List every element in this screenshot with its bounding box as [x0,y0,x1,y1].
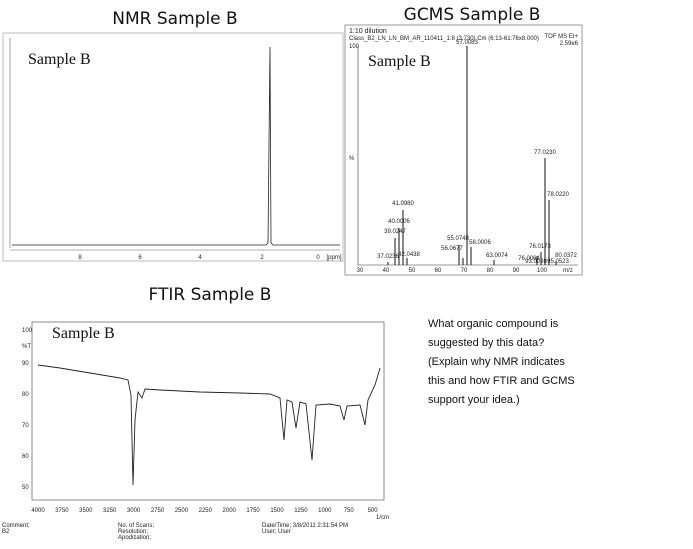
gcms-peak-label: 93.0098 [525,259,547,265]
gcms-x-tick-label: 60 [435,268,442,274]
gcms-peak-label: 76.0064 [518,256,540,262]
nmr-title: NMR Sample B [112,9,237,29]
ftir-x-tick-label: 1000 [318,508,332,514]
ftir-y-tick-label: 50 [22,485,29,491]
gcms-x-tick-label: 30 [357,268,364,274]
ftir-x-tick-label: 2500 [175,508,189,514]
gcms-peak-label: 42.0438 [398,252,420,258]
gcms-peaks [387,46,557,265]
gcms-ylabel: % [349,156,355,162]
ftir-footer: Apodization; [118,535,151,541]
ftir-x-tick-label: 2000 [223,508,237,514]
gcms-peak-label: 58.0006 [469,240,491,246]
gcms-header: 1:10 dilution [349,28,387,35]
ftir-x-tick-label: 1500 [270,508,284,514]
gcms-x-tick-label: 50 [409,268,416,274]
gcms-peak-label: 40.0006 [388,219,410,225]
gcms-title: GCMS Sample B [404,5,541,25]
ftir-footer: B2 [2,529,10,535]
gcms-x-tick-label: m/z [563,268,573,274]
gcms-peak-label: 55.0748 [447,236,469,242]
ftir-footer: User; User [262,529,291,535]
gcms-peak-label: 56.0677 [441,246,463,252]
ftir-x-tick-label: 3250 [103,508,117,514]
gcms-peak-label: 63.0074 [486,253,508,259]
gcms-subheader: Class_B2_LN_LN_BM_AR_110411_1:8 (3.730) … [349,36,539,42]
ftir-frame [31,321,385,501]
ftir-x-tick-label: 500 [368,508,379,514]
ftir-sample: Sample B [52,325,115,342]
ftir-x-tick-label: 3750 [55,508,69,514]
question: What organic compound is suggested by thi… [428,318,575,406]
ftir-footer: Resolution; [118,529,148,535]
ftir-footer: Date/Time; 3/8/2011 2:31:54 PM [262,523,348,529]
question-line: What organic compound is [428,318,559,330]
ftir-x-tick-label: 3500 [79,508,93,514]
nmr-panel [2,32,344,262]
gcms-peak-label: 78.0220 [547,192,569,198]
ftir-y-tick-label: 70 [22,423,29,429]
ftir-x-tick-label: 750 [344,508,355,514]
ftir-x-tick-label: 1250 [294,508,308,514]
gcms-peak-label: 57.0083 [456,40,478,46]
gcms-peak-label: 77.0230 [534,150,556,156]
gcms-x-tick-label: 80 [487,268,494,274]
ftir-footer: No. of Scans; [118,523,154,529]
question-line: (Explain why NMR indicates [428,356,565,368]
question-line: support your idea.) [428,394,520,406]
gcms-peak-label: 95.0523 [547,259,569,265]
gcms-intensity: 2.59e6 [560,41,579,47]
ftir-x-tick-label: 1750 [246,508,260,514]
ftir-x-tick-label: 2250 [199,508,213,514]
gcms-peak-label: 37.0236 [377,254,399,260]
ftir-y-tick-label: 60 [22,454,29,460]
ftir-x-tick-label: 4000 [31,508,45,514]
gcms-x-tick-label: 40 [383,268,390,274]
ftir-y-tick-label: 100 [22,328,33,334]
gcms-ytop: 100 [349,44,360,50]
gcms-sample: Sample B [368,53,431,70]
gcms-detector: TOF MS EI+ [545,34,579,40]
ftir-footer: Comment; [2,523,30,529]
nmr-sample: Sample B [28,51,91,68]
ftir-y-tick-label: %T [22,344,31,350]
ftir-spectrum [37,364,381,486]
gcms-peak-label: 39.0247 [384,229,406,235]
ftir-x-tick-label: 2750 [151,508,165,514]
nmr-x-tick-label: 2 [260,255,264,261]
ftir-title: FTIR Sample B [149,285,272,305]
question-line: this and how FTIR and GCMS [428,375,575,387]
generated-labels: 8 6 4 2 0 [ppm] 37.0236 39.0247 40.0006 41.0980 42… [2,40,578,541]
gcms-panel [344,24,583,276]
nmr-spectrum [12,46,340,246]
gcms-peak-label: 76.0173 [529,244,551,250]
nmr-x-tick-label: 0 [316,255,320,261]
gcms-x-tick-label: 70 [461,268,468,274]
nmr-x-tick-label: 4 [198,255,202,261]
question-line: suggested by this data? [428,337,544,349]
nmr-x-tick-label: 6 [138,255,142,261]
gcms-peak-label: 80.0372 [555,253,577,259]
ftir-x-unit: 1/cm [376,515,389,521]
nmr-x-tick-label: [ppm] [326,255,341,261]
ftir-x-tick-label: 3000 [127,508,141,514]
gcms-x-tick-label: 90 [513,268,520,274]
ftir-y-tick-label: 80 [22,392,29,398]
nmr-x-tick-label: 8 [78,255,82,261]
gcms-x-tick-label: 100 [537,268,548,274]
ftir-y-tick-label: 90 [22,361,29,367]
gcms-peak-label: 41.0980 [392,201,414,207]
